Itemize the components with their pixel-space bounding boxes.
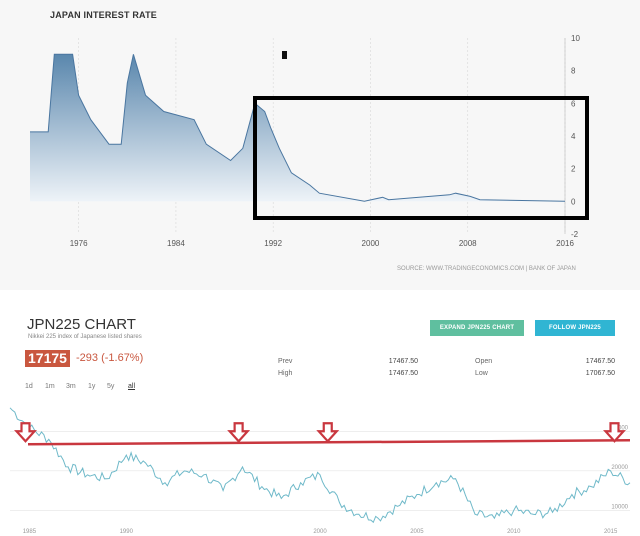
page-subtitle: Nikkei 225 index of Japanese listed shar… [28,334,142,340]
y-tick-label: 0 [571,197,576,206]
range-5y[interactable]: 5y [107,383,115,390]
x-tick-label: 1992 [264,239,282,248]
y-tick-label: 8 [571,67,576,76]
down-arrow-marker [603,422,626,443]
chart-source: SOURCE: WWW.TRADINGECONOMICS.COM | BANK … [397,266,576,272]
x-tick-label: 2005 [410,529,424,535]
current-price-badge: 17175 [25,350,70,367]
resistance-line [27,439,631,446]
open-value: 17467.50 [585,358,615,365]
down-arrow-marker [227,422,251,443]
interest-rate-area [30,54,565,202]
x-tick-label: 2015 [604,529,618,535]
page-title: JPN225 CHART [27,316,136,333]
range-all[interactable]: all [128,383,136,390]
y-tick-label: 10000 [611,504,628,510]
interest-rate-chart: 1976 1984 1992 2000 2008 2016 10 8 6 4 2 0 -2 [30,34,589,248]
x-tick-label: 1984 [167,239,185,248]
high-value: 17467.50 [388,370,418,377]
range-3m[interactable]: 3m [66,383,76,390]
interest-rate-panel: 1976 1984 1992 2000 2008 2016 10 8 6 4 2 0 -2 JAPAN… [30,10,589,272]
range-1y[interactable]: 1y [88,383,96,390]
highlight-rectangle [253,96,589,220]
interest-rate-line [30,53,566,202]
chart-title: JAPAN INTEREST RATE [50,10,157,20]
down-arrow-marker [316,422,340,443]
y-tick-label: 6 [571,99,576,108]
x-tick-label: 1976 [70,239,88,248]
range-1m[interactable]: 1m [45,383,55,390]
y-tick-label: 4 [571,132,576,141]
low-value: 17067.50 [585,370,615,377]
x-tick-label: 2000 [362,239,380,248]
x-tick-label: 1985 [23,529,37,535]
follow-button[interactable]: FOLLOW JPN225 [535,320,615,336]
jpn225-line [9,407,631,524]
price-change: -293 (-1.67%) [76,352,144,364]
prev-label: Prev [278,358,293,365]
x-tick-label: 2010 [507,529,521,535]
range-1d[interactable]: 1d [25,383,33,390]
expand-chart-button[interactable]: EXPAND JPN225 CHART [430,320,524,336]
small-marker-square [282,51,287,59]
down-arrow-marker [14,422,37,443]
y-tick-label: 20000 [611,465,628,471]
y-tick-label: 2 [571,165,576,174]
x-tick-label: 1990 [120,529,134,535]
jpn225-chart: 1985 1990 2000 2005 2010 2015 30000 20000 10000 [9,407,631,535]
y-tick-label: 30000 [611,425,628,431]
jpn225-panel: JPN225 CHART Nikkei 225 index of Japanes… [0,300,640,536]
x-tick-label: 2016 [556,239,574,248]
x-tick-label: 2000 [313,529,327,535]
high-label: High [278,370,293,377]
open-label: Open [475,358,493,365]
y-tick-label: 10 [571,34,580,43]
x-tick-label: 2008 [459,239,477,248]
y-tick-label: -2 [571,230,579,239]
prev-value: 17467.50 [388,358,418,365]
low-label: Low [475,370,488,377]
